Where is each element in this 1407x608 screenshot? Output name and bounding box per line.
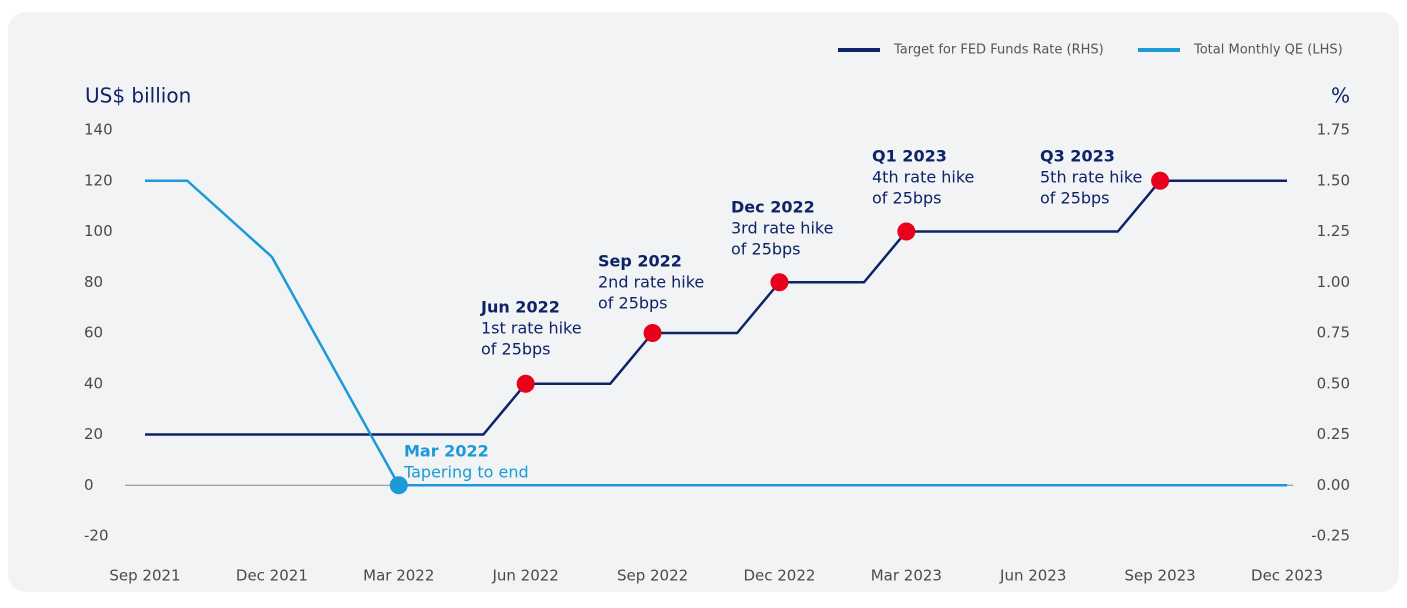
highlight-point: [643, 324, 662, 342]
y-tick-label: 0: [84, 476, 94, 494]
annotation-text: of 25bps: [481, 340, 551, 359]
annotation-text: 1st rate hike: [481, 319, 582, 338]
y2-tick-label: 0.25: [1317, 425, 1350, 443]
annotation-title: Sep 2022: [598, 252, 682, 271]
x-tick-label: Mar 2023: [871, 567, 942, 585]
annotation-text: 2nd rate hike: [598, 273, 704, 292]
y2-tick-label: -0.25: [1311, 527, 1350, 545]
annotation-text: 4th rate hike: [872, 168, 974, 187]
y2-tick-label: 1.25: [1317, 222, 1350, 240]
x-tick-label: Jun 2022: [491, 567, 558, 585]
legend-label: Total Monthly QE (LHS): [1193, 43, 1343, 58]
y-axis-title: US$ billion: [85, 84, 191, 108]
highlight-point: [389, 476, 408, 495]
highlight-point: [770, 273, 789, 292]
annotation-text: of 25bps: [598, 294, 668, 313]
y-tick-label: 140: [84, 121, 113, 139]
annotation-text: of 25bps: [1040, 189, 1110, 208]
y2-tick-label: 1.50: [1317, 171, 1350, 189]
y-tick-label: 40: [84, 374, 103, 392]
highlight-point: [897, 222, 916, 241]
y-tick-label: 100: [84, 222, 113, 240]
series-line: [145, 179, 1287, 487]
annotation-text: of 25bps: [731, 240, 801, 259]
y2-tick-label: 0.00: [1317, 476, 1350, 494]
annotation-text: Tapering to end: [403, 463, 529, 482]
y-tick-label: 120: [84, 171, 113, 189]
annotation-title: Q3 2023: [1040, 147, 1115, 166]
y2-tick-label: 1.00: [1317, 273, 1350, 291]
x-tick-label: Jun 2023: [999, 567, 1066, 585]
y2-tick-label: 0.50: [1317, 374, 1350, 392]
x-tick-label: Dec 2021: [236, 567, 308, 585]
y-tick-label: 20: [84, 425, 103, 443]
x-tick-label: Sep 2021: [109, 567, 180, 585]
x-tick-label: Dec 2023: [1251, 567, 1323, 585]
annotation-title: Jun 2022: [480, 298, 560, 317]
annotation-text: 3rd rate hike: [731, 219, 833, 238]
x-tick-label: Sep 2023: [1125, 567, 1196, 585]
annotation-text: of 25bps: [872, 189, 942, 208]
x-tick-label: Dec 2022: [743, 567, 815, 585]
y-tick-label: 80: [84, 273, 103, 291]
y2-tick-label: 0.75: [1317, 324, 1350, 342]
y-tick-label: 60: [84, 324, 103, 342]
x-tick-label: Sep 2022: [617, 567, 688, 585]
panel: [8, 12, 1399, 592]
annotation-text: 5th rate hike: [1040, 168, 1142, 187]
y2-axis-title: %: [1331, 84, 1350, 108]
highlight-point: [1151, 171, 1170, 190]
series-line: [145, 179, 1287, 436]
annotation-title: Mar 2022: [404, 442, 489, 461]
x-tick-label: Mar 2022: [363, 567, 434, 585]
annotation-title: Q1 2023: [872, 147, 947, 166]
y-tick-label: -20: [84, 527, 109, 545]
annotation-title: Dec 2022: [731, 198, 815, 217]
y2-tick-label: 1.75: [1317, 121, 1350, 139]
highlight-point: [516, 374, 535, 393]
legend-label: Target for FED Funds Rate (RHS): [893, 43, 1104, 58]
